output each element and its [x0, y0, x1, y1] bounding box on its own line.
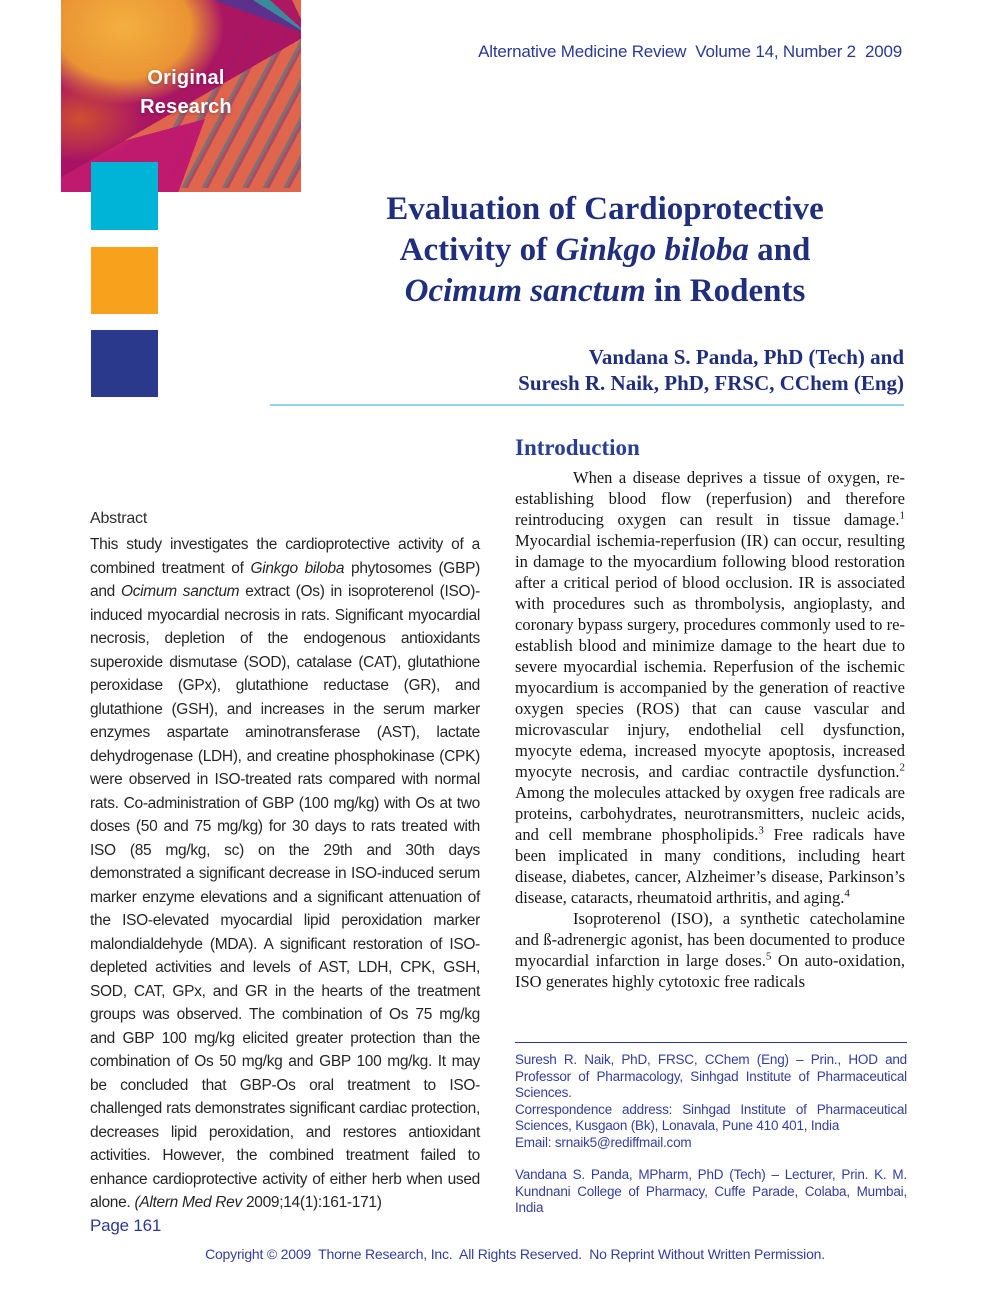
reference-5: 5: [765, 950, 772, 963]
intro-p1-text-3: Among the molecules attacked by oxygen f…: [515, 783, 905, 844]
badge-line-1: Original: [147, 67, 225, 89]
introduction-paragraph-2: Isoproterenol (ISO), a synthetic catecho…: [515, 908, 905, 992]
reference-3: 3: [758, 824, 764, 837]
intro-p1-text-2: Myocardial ischemia-reperfusion (IR) can…: [515, 531, 905, 781]
author-affiliations-footnote: Suresh R. Naik, PhD, FRSC, CChem (Eng) –…: [515, 1042, 907, 1217]
abstract-citation-tail: 2009;14(1):161-171): [241, 1194, 382, 1211]
abstract-citation-journal: (Altern Med Rev: [134, 1194, 242, 1211]
intro-p2-text-1: Isoproterenol (ISO), a synthetic catecho…: [515, 909, 905, 970]
introduction-paragraph-1: When a disease deprives a tissue of oxyg…: [515, 467, 905, 908]
title-species-ocimum: Ocimum sanctum: [404, 273, 646, 309]
title-divider-rule: [270, 404, 904, 406]
navy-square: [91, 330, 158, 397]
original-research-badge: Original Research: [71, 64, 301, 122]
reference-1: 1: [899, 509, 906, 522]
article-title: Evaluation of Cardioprotective Activity …: [302, 189, 908, 312]
title-line-2-tail: and: [748, 232, 811, 268]
author-line-1: Vandana S. Panda, PhD (Tech) and: [588, 345, 904, 369]
title-line-3-tail: in Rodents: [645, 273, 806, 309]
intro-p1-text-1: When a disease deprives a tissue of oxyg…: [515, 468, 905, 529]
title-line-2: Activity of Ginkgo biloba and: [302, 230, 908, 271]
journal-header: Alternative Medicine Review Volume 14, N…: [478, 42, 902, 61]
badge-line-2: Research: [140, 96, 232, 118]
cyan-square: [91, 162, 158, 230]
title-species-ginkgo: Ginkgo biloba: [555, 232, 749, 268]
copyright-line: Copyright © 2009 Thorne Research, Inc. A…: [205, 1246, 825, 1262]
author-byline: Vandana S. Panda, PhD (Tech) and Suresh …: [380, 344, 904, 396]
title-line-2-text: Activity of: [399, 232, 556, 268]
introduction-heading: Introduction: [515, 435, 640, 460]
abstract-body: This study investigates the cardioprotec…: [90, 533, 480, 1215]
title-line-3: Ocimum sanctum in Rodents: [302, 271, 908, 312]
abstract-heading: Abstract: [90, 510, 148, 527]
reference-4: 4: [844, 887, 850, 900]
footnote-email: Email: srnaik5@rediffmail.com: [515, 1134, 692, 1150]
introduction-section: Introduction When a disease deprives a t…: [515, 435, 905, 992]
title-line-1: Evaluation of Cardioprotective: [386, 191, 824, 227]
abstract-species-ginkgo: Ginkgo biloba: [250, 559, 345, 577]
abstract-species-ocimum: Ocimum sanctum: [120, 583, 240, 600]
abstract-text-1: This study investigates the cardioprotec…: [90, 536, 480, 577]
reference-2: 2: [899, 761, 906, 774]
orange-square: [91, 247, 158, 314]
abstract-text-2: phytosomes (GBP) and: [90, 559, 481, 601]
intro-p1-text-4: Free radicals have been implicated in ma…: [515, 825, 905, 907]
abstract-text-3: extract (Os) in isoproterenol (ISO)-indu…: [90, 583, 481, 1211]
abstract-section: Abstract This study investigates the car…: [90, 510, 480, 1215]
footnote-correspondence: Correspondence address: Sinhgad Institut…: [515, 1101, 907, 1134]
intro-p2-text-2: On auto-oxidation, ISO generates highly …: [515, 951, 905, 991]
page-number: Page 161: [90, 1216, 162, 1235]
footnote-panda: Vandana S. Panda, MPharm, PhD (Tech) – L…: [515, 1167, 907, 1215]
footnote-naik: Suresh R. Naik, PhD, FRSC, CChem (Eng) –…: [515, 1052, 907, 1100]
cover-artwork-image: Original Research: [61, 0, 301, 192]
author-line-2: Suresh R. Naik, PhD, FRSC, CChem (Eng): [518, 371, 904, 395]
